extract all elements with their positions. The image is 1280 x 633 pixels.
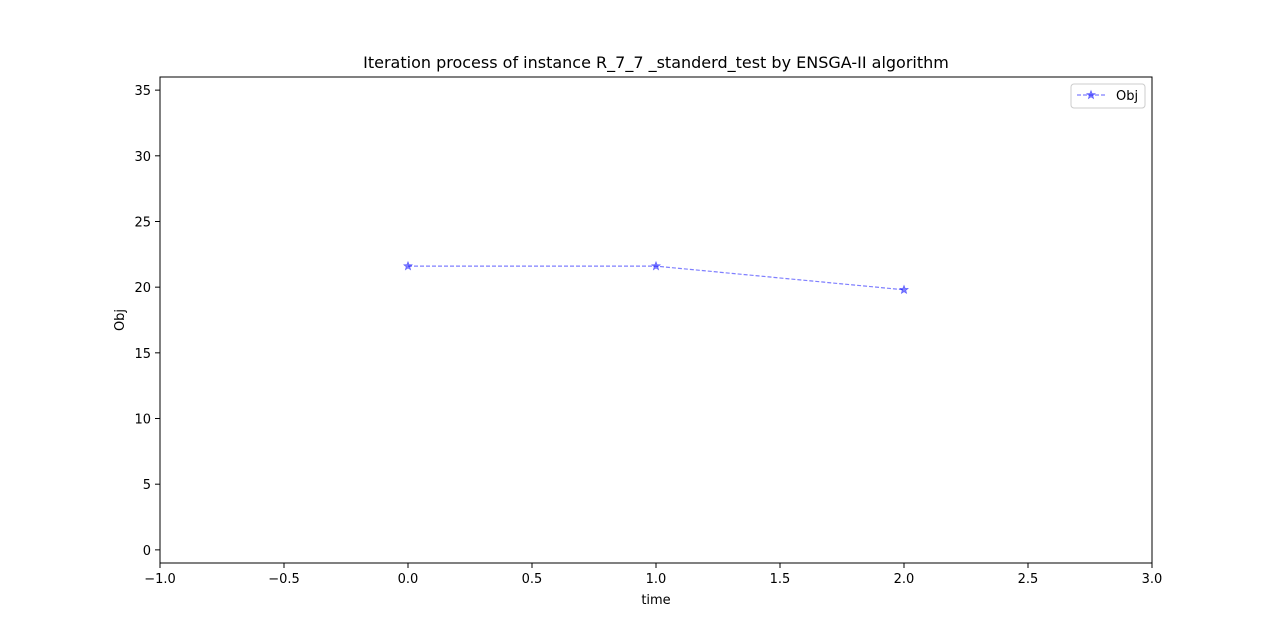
data-point-star (898, 284, 910, 295)
x-tick-label: 2.5 (1018, 572, 1039, 587)
data-point-star (650, 260, 662, 271)
y-tick-label: 20 (134, 281, 151, 296)
legend: Obj (1070, 83, 1146, 109)
y-tick-label: 10 (134, 413, 151, 428)
y-tick-label: 30 (134, 150, 151, 165)
legend-box (1070, 83, 1146, 109)
x-axis-ticks: −1.0 −0.5 0.0 0.5 1.0 1.5 2.0 2.5 3.0 (144, 563, 1162, 587)
x-tick-label: 0.0 (398, 572, 419, 587)
y-tick-label: 5 (143, 478, 151, 493)
plot-frame (159, 76, 1153, 564)
legend-star-marker (1085, 89, 1097, 100)
y-tick-label: 15 (134, 347, 151, 362)
x-tick-label: 3.0 (1142, 572, 1163, 587)
x-tick-label: −1.0 (144, 572, 176, 587)
x-axis-label: time (641, 593, 670, 608)
legend-entry-obj: Obj (1116, 89, 1138, 104)
x-tick-label: 2.0 (894, 572, 915, 587)
y-axis-ticks: 0 5 10 15 20 25 30 35 (134, 84, 160, 559)
data-point-star (402, 260, 414, 271)
x-tick-label: 1.0 (646, 572, 667, 587)
x-tick-label: 1.5 (770, 572, 791, 587)
y-tick-label: 35 (134, 84, 151, 99)
y-tick-label: 25 (134, 215, 151, 230)
y-tick-label: 0 (143, 544, 151, 559)
chart-title: Iteration process of instance R_7_7 _sta… (363, 53, 949, 73)
x-tick-label: −0.5 (268, 572, 300, 587)
x-tick-label: 0.5 (522, 572, 543, 587)
y-axis-label: Obj (113, 309, 128, 331)
series-layer (402, 260, 910, 295)
